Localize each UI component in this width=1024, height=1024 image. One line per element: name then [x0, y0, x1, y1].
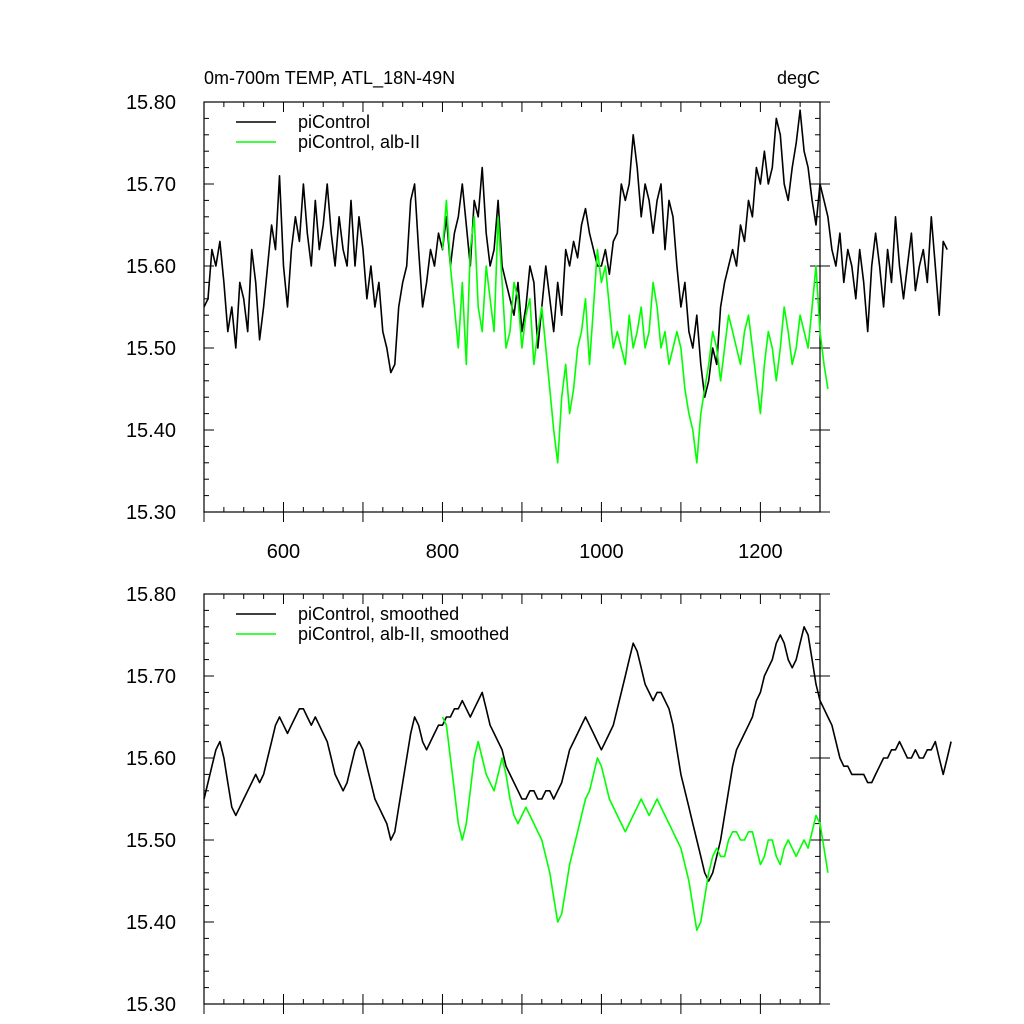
- y-tick-label: 15.60: [126, 748, 176, 770]
- y-tick-label: 15.30: [126, 502, 176, 524]
- y-tick-label: 15.50: [126, 338, 176, 360]
- y-tick-label: 15.40: [126, 420, 176, 442]
- series-line-1: [441, 199, 829, 464]
- series-line-1: [441, 716, 829, 932]
- y-tick-label: 15.70: [126, 174, 176, 196]
- y-tick-label: 15.80: [126, 584, 176, 606]
- series-line-0: [203, 625, 952, 882]
- top-panel: 15.30 15.40 15.50 15.60 15.70 15.80 600 800 1000…: [126, 92, 948, 563]
- y-tick-label: 15.40: [126, 912, 176, 934]
- y-tick-label: 15.60: [126, 256, 176, 278]
- bottom-panel: 15.30 15.40 15.50 15.60 15.70 15.80 piControl,…: [126, 584, 952, 1016]
- y-tick-label: 15.30: [126, 994, 176, 1016]
- x-tick-label: 1200: [738, 541, 783, 563]
- y-tick-label: 15.80: [126, 92, 176, 114]
- y-tick-label: 15.70: [126, 666, 176, 688]
- legend-label: piControl, alb-II: [298, 132, 420, 152]
- units-label: degC: [777, 68, 820, 88]
- chart-title: 0m-700m TEMP, ATL_18N-49N: [204, 68, 455, 89]
- x-tick-label: 1000: [579, 541, 624, 563]
- legend-label: piControl, alb-II, smoothed: [298, 624, 509, 644]
- x-tick-label: 600: [267, 541, 300, 563]
- legend-label: piControl: [298, 112, 370, 132]
- series-line-0: [203, 109, 948, 399]
- legend-label: piControl, smoothed: [298, 604, 459, 624]
- x-tick-label: 800: [426, 541, 459, 563]
- y-tick-label: 15.50: [126, 830, 176, 852]
